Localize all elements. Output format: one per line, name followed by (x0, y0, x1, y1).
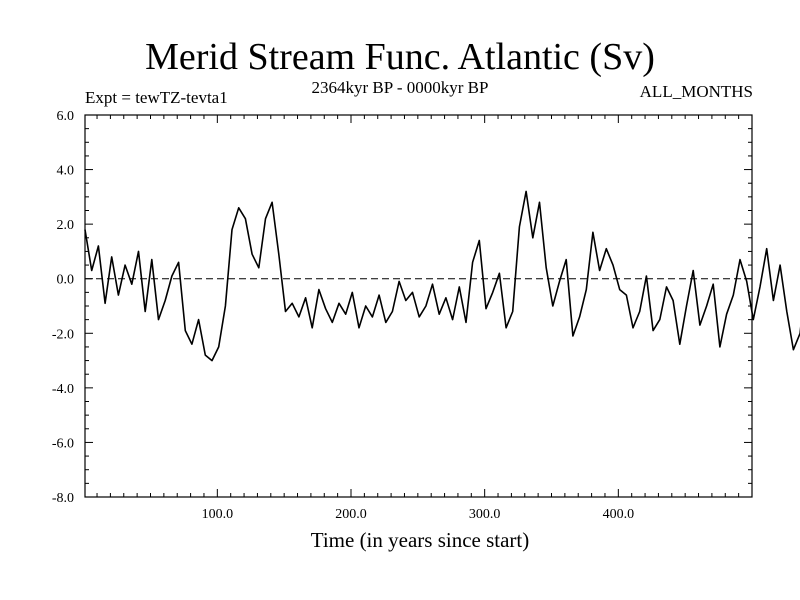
chart-subtitle: 2364kyr BP - 0000kyr BP (311, 78, 489, 97)
x-tick-label: 400.0 (603, 507, 635, 522)
x-tick-label: 200.0 (335, 507, 367, 522)
y-tick-label: -4.0 (52, 382, 74, 397)
series-line (84, 190, 800, 362)
y-tick-label: -2.0 (52, 327, 74, 342)
y-tick-label: 2.0 (57, 218, 75, 233)
y-tick-label: -8.0 (52, 491, 74, 506)
experiment-label: Expt = tewTZ-tevta1 (85, 88, 228, 107)
y-tick-label: -6.0 (52, 436, 74, 451)
y-tick-label: 6.0 (57, 109, 75, 124)
series-layer (84, 190, 800, 362)
ticks-layer: 100.0 200.0 300.0 400.0 6.0 4.0 2.0 0.0 -2.0 -4.0… (52, 109, 752, 522)
y-tick-label: 0.0 (57, 273, 75, 288)
x-tick-label: 300.0 (469, 507, 501, 522)
y-tick-label: 4.0 (57, 164, 75, 179)
plot-frame (84, 114, 753, 498)
months-label: ALL_MONTHS (639, 82, 753, 101)
x-tick-label: 100.0 (202, 507, 234, 522)
x-axis-label: Time (in years since start) (310, 528, 530, 552)
chart-title: Merid Stream Func. Atlantic (Sv) (145, 36, 655, 78)
